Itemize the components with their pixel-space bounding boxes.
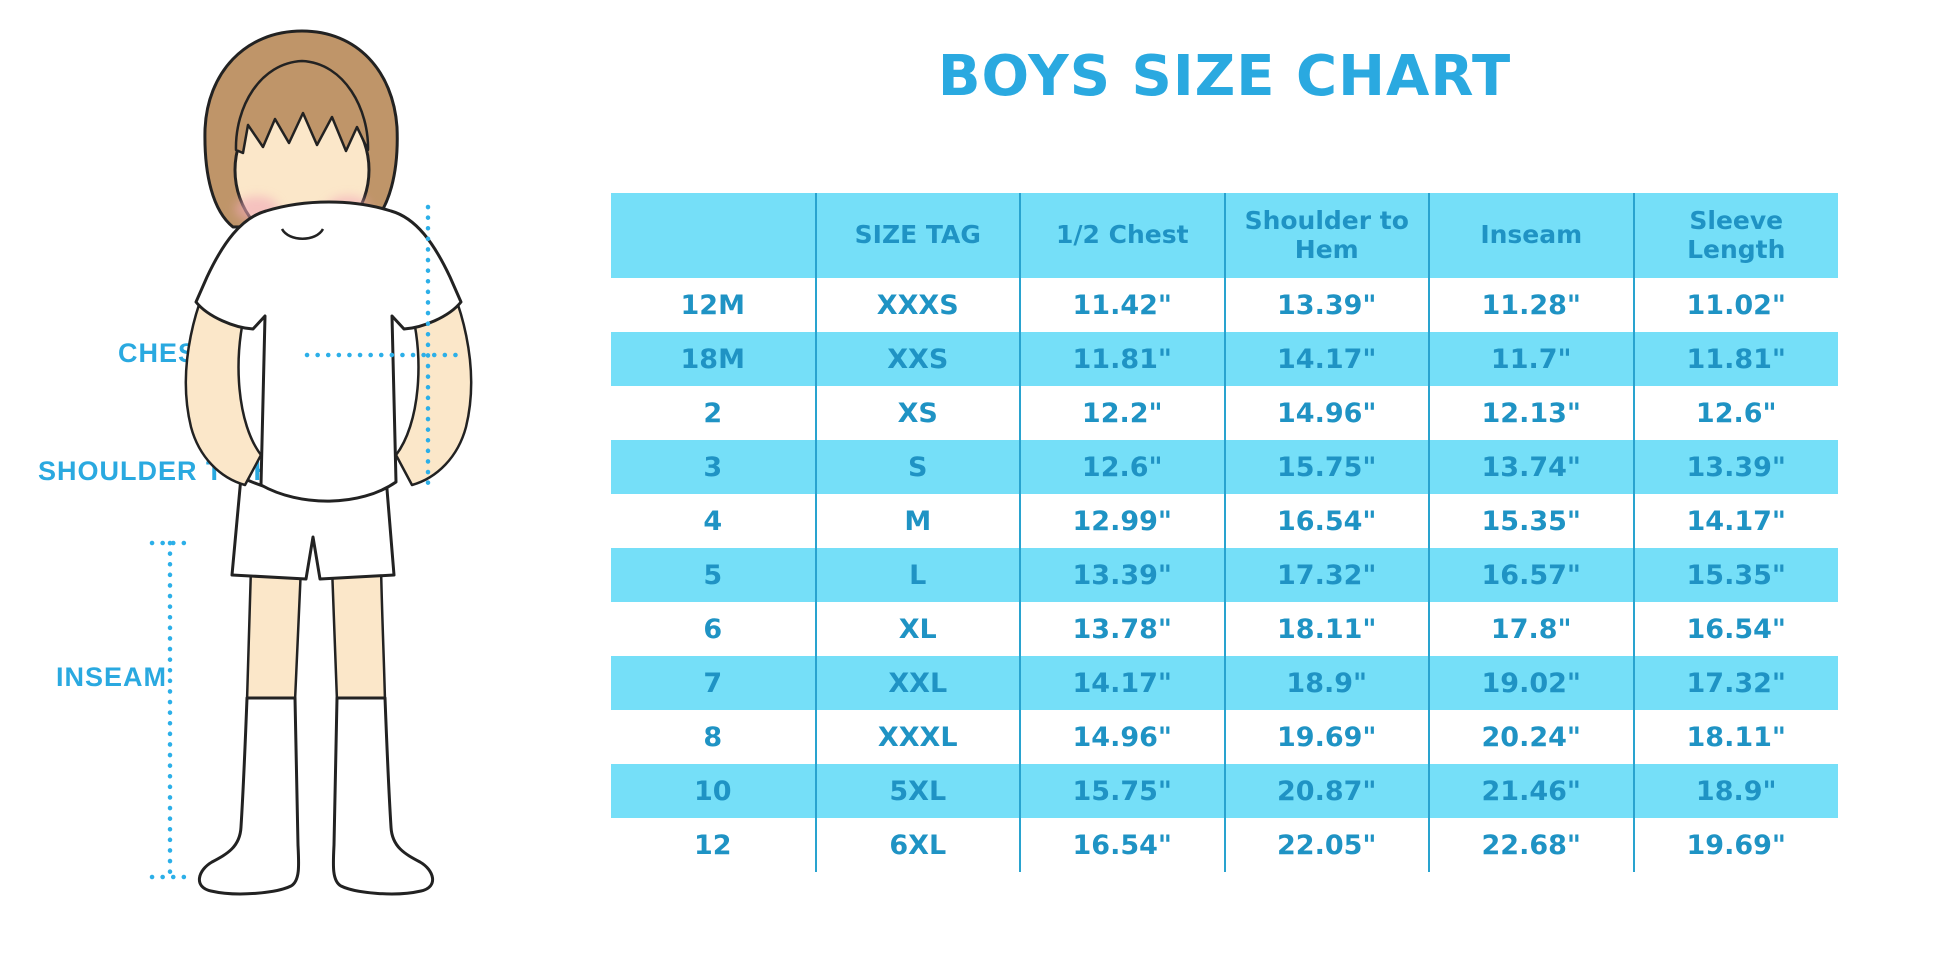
table-cell: 7 — [703, 667, 723, 699]
table-cell: 11.81" — [1019, 332, 1225, 386]
table-cell: 12M — [680, 289, 745, 321]
table-cell: 12.6" — [1019, 440, 1225, 494]
table-cell: 17.32" — [1223, 548, 1429, 602]
table-cell: 8 — [703, 721, 723, 753]
table-row: 10 5XL 15.75" 20.87" 21.46" 18.9" — [611, 764, 1838, 818]
sock-left — [198, 696, 301, 896]
sock-right — [331, 696, 434, 896]
table-row: 4 M 12.99" 16.54" 15.35" 14.17" — [611, 494, 1838, 548]
table-row: 2 XS 12.2" 14.96" 12.13" 12.6" — [611, 386, 1838, 440]
inseam-label: INSEAM — [56, 662, 168, 692]
table-cell: 4 — [703, 505, 723, 537]
table-row: 12 6XL 16.54" 22.05" 22.68" 19.69" — [611, 818, 1838, 872]
table-row: 12M XXXS 11.42" 13.39" 11.28" 11.02" — [611, 278, 1838, 332]
t-shirt — [194, 200, 463, 503]
table-cell: 16.54" — [1019, 818, 1225, 872]
table-cell: 14.17" — [1019, 656, 1225, 710]
table-cell: 17.8" — [1428, 602, 1634, 656]
table-cell: 6XL — [814, 818, 1020, 872]
table-cell: 12.13" — [1428, 386, 1634, 440]
table-row: 18M XXS 11.81" 14.17" 11.7" 11.81" — [611, 332, 1838, 386]
table-cell: 18M — [680, 343, 745, 375]
table-cell: 12.99" — [1019, 494, 1225, 548]
table-cell: 16.54" — [1632, 602, 1838, 656]
table-cell: 13.39" — [1632, 440, 1838, 494]
table-cell: 14.96" — [1019, 710, 1225, 764]
table-cell: 11.42" — [1019, 278, 1225, 332]
table-row: 6 XL 13.78" 18.11" 17.8" 16.54" — [611, 602, 1838, 656]
table-cell: 12.2" — [1019, 386, 1225, 440]
table-cell: 15.35" — [1428, 494, 1634, 548]
table-cell: 13.39" — [1019, 548, 1225, 602]
table-cell: 5XL — [814, 764, 1020, 818]
table-cell: 15.35" — [1632, 548, 1838, 602]
table-cell: 14.96" — [1223, 386, 1429, 440]
table-cell: 12.6" — [1632, 386, 1838, 440]
table-cell: XXXL — [814, 710, 1020, 764]
table-cell: 21.46" — [1428, 764, 1634, 818]
column-header — [611, 193, 816, 278]
table-cell: 3 — [703, 451, 723, 483]
table-cell: 18.9" — [1632, 764, 1838, 818]
table-cell: 14.17" — [1632, 494, 1838, 548]
table-cell: 2 — [703, 397, 723, 429]
column-header: SIZE TAG — [814, 193, 1020, 278]
table-cell: XXXS — [814, 278, 1020, 332]
table-cell: 15.75" — [1223, 440, 1429, 494]
table-cell: 13.39" — [1223, 278, 1429, 332]
hair-fringe — [234, 59, 370, 155]
table-cell: 20.24" — [1428, 710, 1634, 764]
boy-illustration — [149, 29, 473, 896]
table-cell: 19.69" — [1632, 818, 1838, 872]
column-header: Shoulder to Hem — [1223, 193, 1429, 278]
page-title: BOYS SIZE CHART — [937, 44, 1512, 109]
table-cell: 16.54" — [1223, 494, 1429, 548]
column-header: Sleeve Length — [1632, 193, 1838, 278]
size-table: SIZE TAG 1/2 Chest Shoulder to Hem Inseam Sl… — [611, 193, 1838, 872]
table-cell: XS — [814, 386, 1020, 440]
table-cell: 11.81" — [1632, 332, 1838, 386]
table-cell: 10 — [693, 775, 732, 807]
table-cell: S — [814, 440, 1020, 494]
table-cell: 6 — [703, 613, 723, 645]
table-cell: XXS — [814, 332, 1020, 386]
table-cell: 19.02" — [1428, 656, 1634, 710]
table-row: 3 S 12.6" 15.75" 13.74" 13.39" — [611, 440, 1838, 494]
table-cell: 13.78" — [1019, 602, 1225, 656]
table-cell: XXL — [814, 656, 1020, 710]
table-cell: 20.87" — [1223, 764, 1429, 818]
table-cell: 11.02" — [1632, 278, 1838, 332]
table-row: 8 XXXL 14.96" 19.69" 20.24" 18.11" — [611, 710, 1838, 764]
table-cell: 12 — [693, 829, 732, 861]
leg-right — [330, 565, 387, 703]
table-cell: 18.11" — [1632, 710, 1838, 764]
table-cell: 18.9" — [1223, 656, 1429, 710]
table-cell: 19.69" — [1223, 710, 1429, 764]
table-cell: 18.11" — [1223, 602, 1429, 656]
table-cell: 17.32" — [1632, 656, 1838, 710]
table-row: 5 L 13.39" 17.32" 16.57" 15.35" — [611, 548, 1838, 602]
table-cell: L — [814, 548, 1020, 602]
table-cell: XL — [814, 602, 1020, 656]
column-header: Inseam — [1428, 193, 1634, 278]
collar — [280, 228, 325, 240]
table-cell: 14.17" — [1223, 332, 1429, 386]
leg-left — [245, 565, 303, 703]
table-row: 7 XXL 14.17" 18.9" 19.02" 17.32" — [611, 656, 1838, 710]
table-cell: 5 — [703, 559, 723, 591]
table-cell: 13.74" — [1428, 440, 1634, 494]
table-header: SIZE TAG 1/2 Chest Shoulder to Hem Inseam Sl… — [611, 193, 1838, 278]
column-header: 1/2 Chest — [1019, 193, 1225, 278]
table-cell: 15.75" — [1019, 764, 1225, 818]
size-table-container: SIZE TAG 1/2 Chest Shoulder to Hem Inseam Sl… — [611, 193, 1838, 872]
table-cell: 11.7" — [1428, 332, 1634, 386]
table-cell: 22.68" — [1428, 818, 1634, 872]
table-cell: M — [814, 494, 1020, 548]
table-cell: 22.05" — [1223, 818, 1429, 872]
table-cell: 11.28" — [1428, 278, 1634, 332]
table-cell: 16.57" — [1428, 548, 1634, 602]
